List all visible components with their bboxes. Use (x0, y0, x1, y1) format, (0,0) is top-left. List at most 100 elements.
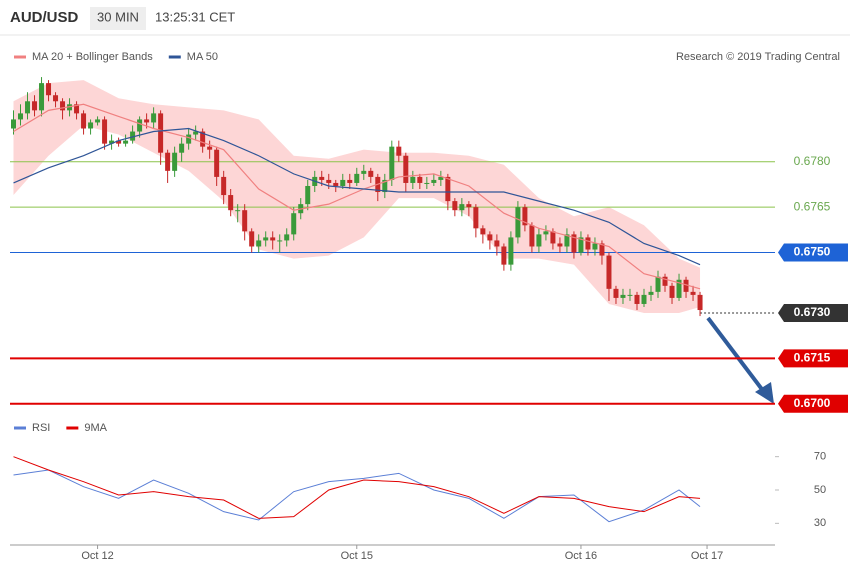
x-tick-label: Oct 15 (341, 550, 373, 562)
x-tick-label: Oct 16 (565, 550, 597, 562)
candle-body (564, 234, 570, 247)
y-tick-label: 70 (814, 451, 826, 463)
candle-body (550, 231, 556, 244)
candle-body (480, 228, 486, 235)
interval: 30 MIN (97, 9, 139, 24)
candle-body (347, 179, 353, 183)
candle-body (214, 149, 220, 177)
level-label: 0.6765 (794, 199, 831, 213)
candle-body (529, 225, 535, 247)
candle-body (466, 204, 472, 208)
candle-body (368, 170, 374, 177)
level-box (778, 243, 848, 262)
candle-body (396, 146, 402, 156)
candle-body (452, 201, 458, 211)
candle-body (165, 152, 171, 171)
rsi-line (13, 469, 701, 523)
candle-body (627, 294, 633, 296)
candle-body (634, 294, 640, 304)
candle-body (249, 231, 255, 247)
arrow-head (755, 382, 774, 404)
candle-body (151, 113, 157, 123)
candle-body (88, 122, 94, 129)
candle-body (578, 237, 584, 253)
level-label: 0.6730 (794, 305, 831, 319)
candle-body (522, 207, 528, 226)
candle-body (123, 140, 129, 144)
candle-body (438, 176, 444, 180)
level-box (778, 394, 848, 413)
candle-body (256, 240, 262, 247)
candle-body (473, 207, 479, 229)
candle-body (501, 246, 507, 265)
candle-body (137, 119, 143, 132)
candle-body (74, 104, 80, 114)
candle-body (186, 134, 192, 144)
y-tick-label: 30 (814, 517, 826, 529)
candle-body (669, 285, 675, 298)
candle-body (494, 240, 500, 247)
candle-body (508, 237, 514, 265)
level-label: 0.6750 (794, 245, 831, 259)
candle-body (305, 185, 311, 205)
candle-body (158, 113, 164, 153)
candle-body (424, 182, 430, 184)
candle-body (606, 255, 612, 289)
time: 13:25:31 CET (155, 9, 235, 24)
candle-body (676, 279, 682, 298)
legend-label: MA 50 (187, 51, 218, 63)
candle-body (39, 83, 45, 111)
candle-body (207, 146, 213, 150)
candle-body (284, 234, 290, 241)
candle-body (557, 243, 563, 247)
level-box (778, 349, 848, 368)
candle-body (459, 204, 465, 211)
candle-body (571, 234, 577, 253)
candle-body (690, 291, 696, 295)
candle-body (193, 131, 199, 135)
candle-body (361, 170, 367, 174)
candle-body (620, 294, 626, 298)
candle-body (382, 179, 388, 193)
level-label: 0.6780 (794, 154, 831, 168)
candle-body (25, 101, 31, 114)
candle-body (109, 140, 115, 144)
candle-body (585, 237, 591, 250)
candle-body (270, 237, 276, 241)
forecast-arrow (706, 316, 766, 394)
candle-body (228, 195, 234, 211)
level-label: 0.6715 (794, 351, 831, 365)
candle-body (403, 155, 409, 183)
candle-body (235, 210, 241, 212)
candle-body (445, 176, 451, 202)
candle-body (326, 179, 332, 183)
candle-body (53, 95, 59, 102)
candle-body (354, 173, 360, 183)
bollinger-band (13, 80, 701, 314)
candle-body (242, 210, 248, 232)
legend-label: MA 20 + Bollinger Bands (32, 51, 153, 63)
candle-body (18, 113, 24, 120)
candle-body (599, 243, 605, 256)
candle-body (515, 207, 521, 238)
candle-body (263, 237, 269, 241)
candle-body (697, 294, 703, 311)
candle-body (431, 179, 437, 183)
level-box (778, 304, 848, 323)
candle-body (655, 276, 661, 292)
candle-body (543, 231, 549, 235)
candle-body (410, 176, 416, 183)
candle-body (102, 119, 108, 144)
candle-body (536, 234, 542, 247)
candle-body (144, 119, 150, 123)
x-tick-label: Oct 12 (81, 550, 113, 562)
candle-body (683, 279, 689, 292)
indicator-line (13, 127, 701, 266)
symbol: AUD/USD (10, 9, 79, 26)
candle-body (291, 213, 297, 235)
candle-body (32, 101, 38, 111)
candle-body (648, 291, 654, 295)
candle-body (60, 101, 66, 111)
candle-body (116, 140, 122, 144)
